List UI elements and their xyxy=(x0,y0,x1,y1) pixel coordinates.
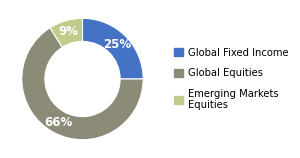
Text: 25%: 25% xyxy=(103,38,131,51)
Legend: Global Fixed Income, Global Equities, Emerging Markets
Equities: Global Fixed Income, Global Equities, Em… xyxy=(174,48,289,110)
Wedge shape xyxy=(50,18,82,47)
Wedge shape xyxy=(22,28,143,140)
Text: 66%: 66% xyxy=(45,115,73,129)
Wedge shape xyxy=(82,18,143,79)
Text: 9%: 9% xyxy=(59,25,79,38)
